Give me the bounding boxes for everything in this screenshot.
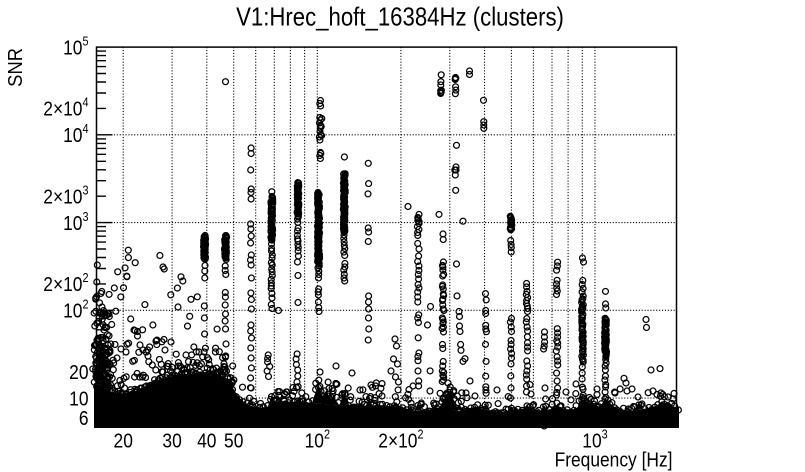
svg-text:102: 102: [305, 428, 330, 452]
svg-text:6: 6: [79, 407, 89, 429]
svg-text:2×103: 2×103: [43, 184, 88, 208]
svg-text:Frequency [Hz]: Frequency [Hz]: [555, 448, 673, 470]
svg-text:V1:Hrec_hoft_16384Hz (clusters: V1:Hrec_hoft_16384Hz (clusters): [236, 3, 564, 32]
svg-text:40: 40: [197, 429, 216, 451]
svg-text:103: 103: [63, 210, 88, 234]
svg-text:SNR: SNR: [5, 48, 27, 87]
svg-text:10: 10: [69, 387, 88, 409]
svg-text:50: 50: [224, 429, 243, 451]
svg-text:2×104: 2×104: [43, 96, 89, 120]
svg-text:20: 20: [114, 429, 133, 451]
svg-text:102: 102: [63, 298, 88, 322]
svg-text:103: 103: [582, 428, 607, 452]
svg-text:20: 20: [69, 361, 88, 383]
svg-text:2×102: 2×102: [378, 428, 423, 452]
svg-text:2×102: 2×102: [43, 272, 88, 296]
svg-text:30: 30: [162, 429, 181, 451]
